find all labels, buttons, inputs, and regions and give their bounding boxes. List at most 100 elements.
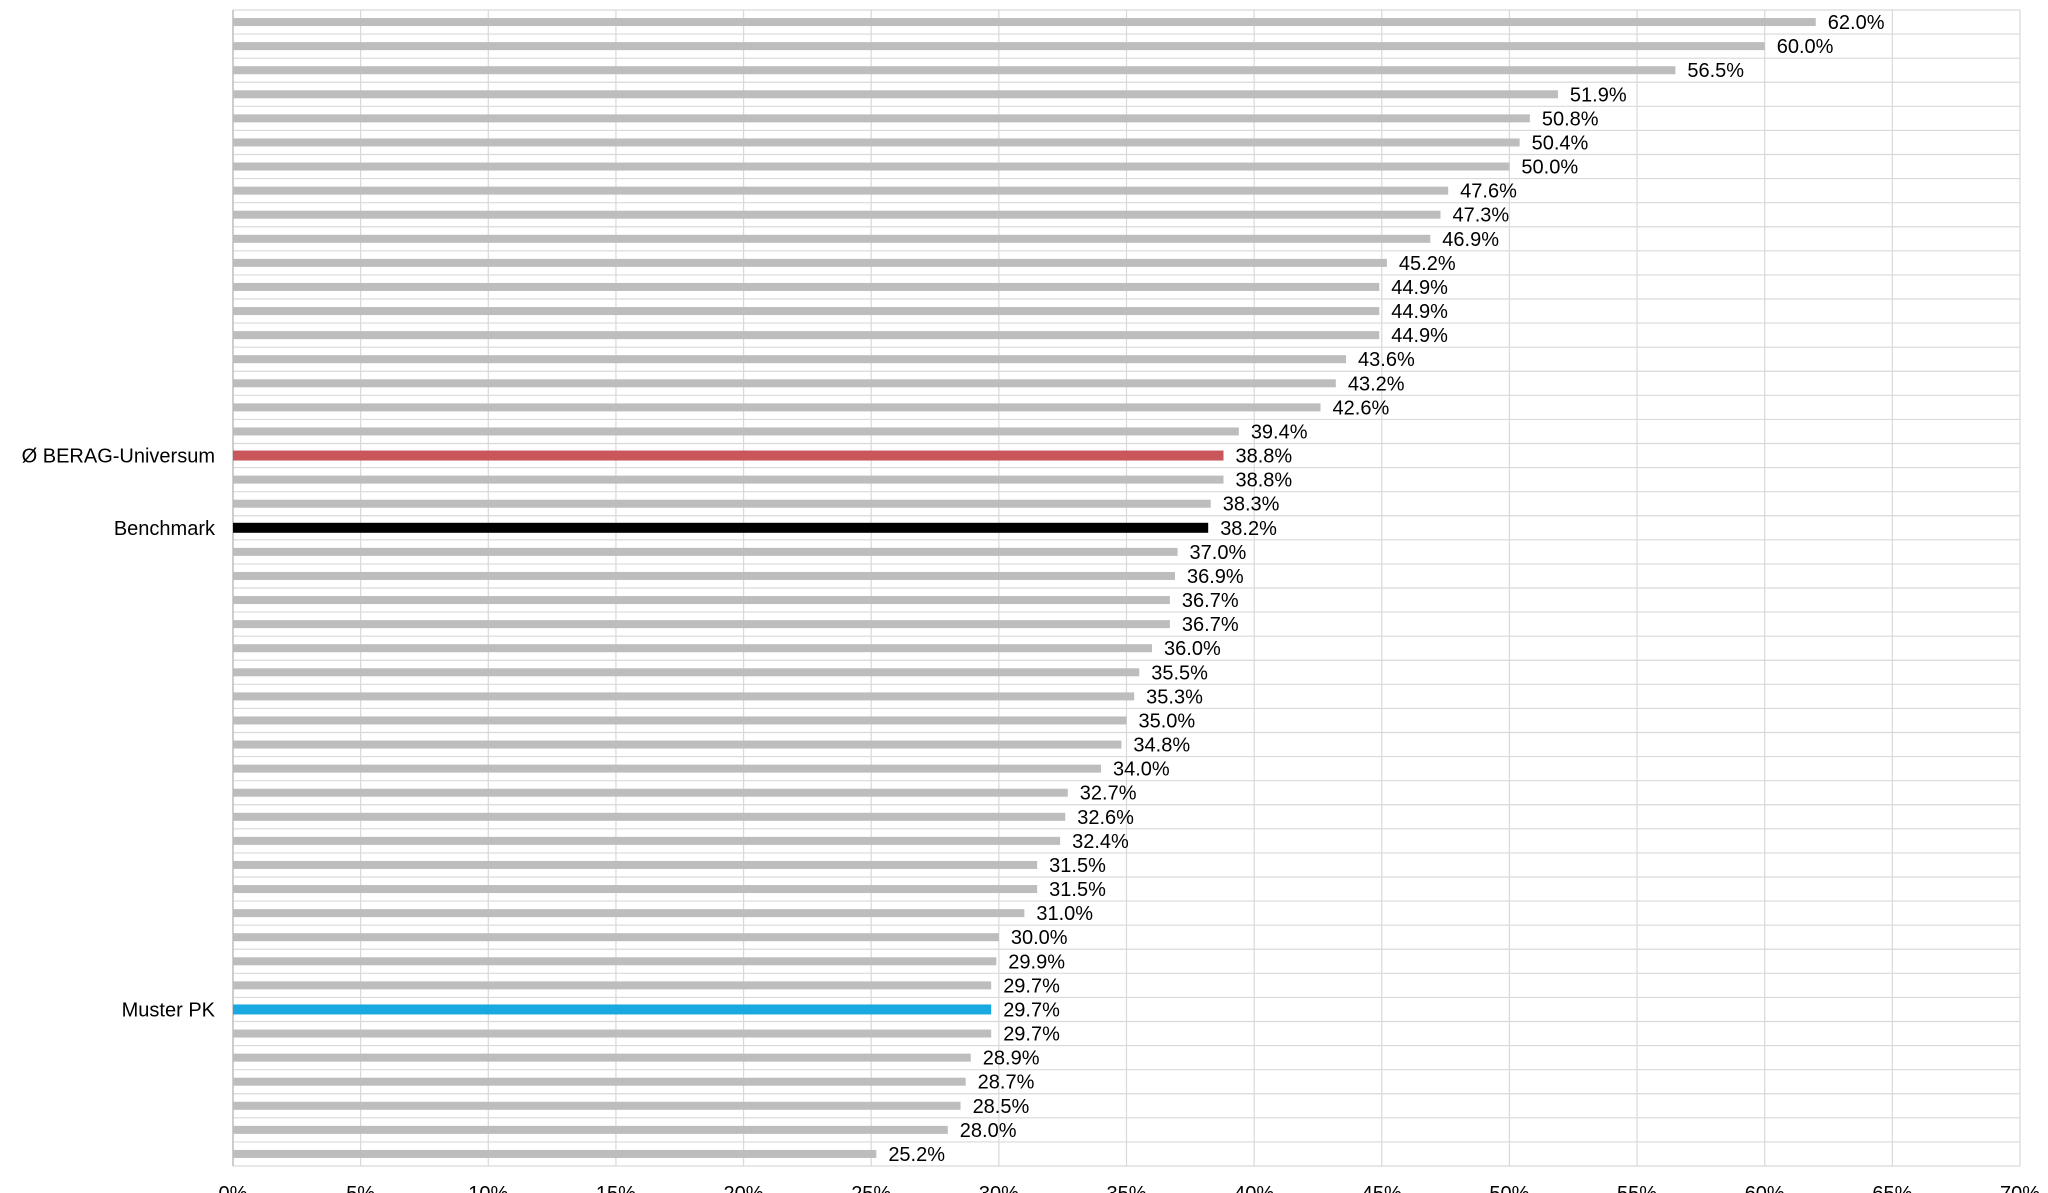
category-label: Benchmark (114, 518, 216, 540)
bar (233, 403, 1321, 412)
bar (233, 933, 999, 942)
value-label: 35.5% (1151, 662, 1208, 684)
value-label: 32.7% (1080, 783, 1137, 805)
bar (233, 885, 1038, 894)
bar (233, 596, 1170, 605)
value-label: 62.0% (1828, 12, 1885, 34)
bar (233, 331, 1380, 340)
value-label: 56.5% (1687, 60, 1744, 82)
value-label: 32.6% (1077, 807, 1134, 829)
x-tick-label: 50% (1489, 1183, 1529, 1193)
bar (233, 66, 1676, 75)
x-tick-label: 55% (1617, 1183, 1657, 1193)
bar (233, 620, 1170, 629)
bar (233, 668, 1140, 677)
value-label: 36.9% (1187, 566, 1244, 588)
bar (233, 764, 1101, 773)
value-label: 47.3% (1453, 205, 1510, 227)
bar (233, 716, 1127, 725)
bar (233, 138, 1520, 147)
x-tick-label: 70% (2000, 1183, 2040, 1193)
value-label: 32.4% (1072, 831, 1129, 853)
value-label: 28.9% (983, 1048, 1040, 1070)
bar (233, 1101, 961, 1110)
value-label: 47.6% (1460, 181, 1517, 203)
x-tick-label: 65% (1872, 1183, 1912, 1193)
x-tick-label: 30% (979, 1183, 1019, 1193)
grid-lines (232, 9, 2021, 1167)
value-label: 46.9% (1442, 229, 1499, 251)
bar (233, 427, 1239, 436)
value-label: 44.9% (1391, 301, 1448, 323)
bar (233, 1149, 877, 1158)
value-label: 35.3% (1146, 686, 1203, 708)
value-label: 30.0% (1011, 927, 1068, 949)
bar-highlight (233, 522, 1209, 533)
bar (233, 307, 1380, 316)
value-label: 29.7% (1003, 975, 1060, 997)
bar (233, 547, 1178, 556)
bar (233, 1077, 966, 1086)
bar (233, 162, 1510, 171)
bar (233, 1053, 971, 1062)
value-label: 44.9% (1391, 325, 1448, 347)
x-tick-label: 0% (219, 1183, 248, 1193)
value-label: 28.0% (960, 1120, 1017, 1142)
bar (233, 836, 1061, 845)
value-label: 38.3% (1223, 494, 1280, 516)
bar (233, 379, 1336, 388)
bar (233, 114, 1530, 123)
bar (233, 499, 1211, 508)
value-label: 29.7% (1003, 999, 1060, 1021)
bar (233, 90, 1558, 99)
bar (233, 258, 1387, 267)
bar (233, 186, 1449, 195)
value-label: 42.6% (1333, 397, 1390, 419)
value-label: 25.2% (888, 1144, 945, 1166)
value-label: 36.7% (1182, 590, 1239, 612)
value-label: 38.2% (1220, 518, 1277, 540)
bar (233, 981, 992, 990)
value-label: 43.6% (1358, 349, 1415, 371)
x-axis-tick-labels: 0% 5% 10% 15% 20% 25% 30% 35% 40% 45% 50% 55% 60% 65%… (219, 1183, 2041, 1193)
value-label: 38.8% (1236, 446, 1293, 468)
x-tick-label: 10% (468, 1183, 508, 1193)
value-label: 34.0% (1113, 759, 1170, 781)
bar (233, 692, 1135, 701)
bar-highlight (233, 1004, 992, 1015)
bar (233, 42, 1765, 51)
value-label: 34.8% (1133, 735, 1190, 757)
bar (233, 740, 1122, 749)
value-label: 37.0% (1190, 542, 1247, 564)
bar (233, 1029, 992, 1038)
value-label: 35.0% (1139, 710, 1196, 732)
value-label: 45.2% (1399, 253, 1456, 275)
value-label: 50.8% (1542, 108, 1599, 130)
x-tick-label: 40% (1234, 1183, 1274, 1193)
value-label: 43.2% (1348, 373, 1405, 395)
bar (233, 860, 1038, 869)
bar (233, 1125, 948, 1134)
category-label: Muster PK (122, 999, 216, 1021)
bar (233, 909, 1025, 918)
bar (233, 644, 1153, 653)
bar-highlight (233, 450, 1224, 461)
value-label: 39.4% (1251, 421, 1308, 443)
value-label: 51.9% (1570, 84, 1627, 106)
category-labels: Ø BERAG-Universum Benchmark Muster PK (22, 446, 216, 1022)
bar (233, 355, 1347, 364)
value-label: 29.9% (1008, 951, 1065, 973)
value-label: 36.7% (1182, 614, 1239, 636)
value-label: 28.7% (978, 1072, 1035, 1094)
bar (233, 282, 1380, 291)
x-tick-label: 20% (724, 1183, 764, 1193)
bar (233, 812, 1066, 821)
value-label: 60.0% (1777, 36, 1834, 58)
bar (233, 210, 1441, 219)
x-tick-label: 15% (596, 1183, 636, 1193)
value-label: 44.9% (1391, 277, 1448, 299)
bar (233, 957, 997, 966)
value-label: 38.8% (1236, 470, 1293, 492)
value-label: 31.5% (1049, 879, 1106, 901)
